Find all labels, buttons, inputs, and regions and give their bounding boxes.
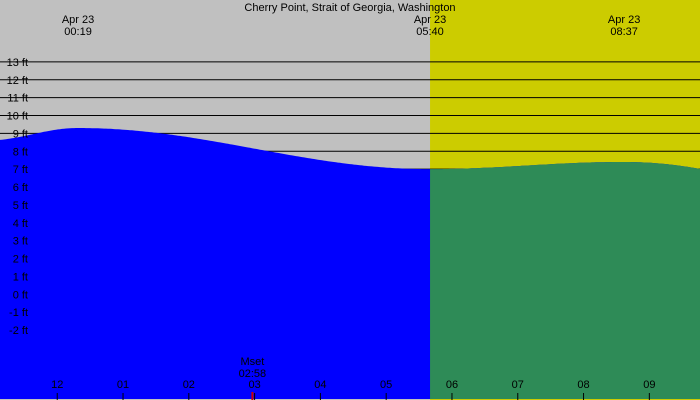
y-tick-label: 9 ft — [13, 128, 28, 140]
y-tick-label: 2 ft — [13, 254, 28, 266]
x-axis-labels: 1112010203040506070809101112010203040506… — [51, 379, 655, 400]
y-tick-label: 5 ft — [13, 200, 28, 212]
x-tick-label: 05 — [380, 379, 392, 391]
tide-area-day — [430, 162, 700, 399]
x-tick-label: 02 — [183, 379, 195, 391]
y-tick-label: -1 ft — [9, 307, 28, 319]
y-tick-label: 12 ft — [7, 75, 28, 87]
y-tick-label: 4 ft — [13, 218, 28, 230]
chart-title: Cherry Point, Strait of Georgia, Washing… — [244, 2, 455, 14]
y-axis-labels: 13 ft 12 ft 11 ft 10 ft 9 ft 8 ft 7 ft 6 ft 5 ft… — [7, 57, 28, 337]
x-tick-label: 12 — [51, 379, 63, 391]
y-tick-label: 3 ft — [13, 236, 28, 248]
y-tick-label: 6 ft — [13, 182, 28, 194]
y-tick-label: -2 ft — [9, 325, 28, 337]
moon-event-time: 02:58 — [239, 368, 267, 380]
event-date: Apr 23 — [414, 14, 446, 26]
y-tick-label: 1 ft — [13, 271, 28, 283]
x-tick-label: 06 — [446, 379, 458, 391]
x-tick-label: 04 — [314, 379, 326, 391]
event-date: Apr 23 — [62, 14, 94, 26]
y-tick-label: 13 ft — [7, 57, 28, 69]
event-date: Apr 23 — [608, 14, 640, 26]
x-tick-label: 08 — [577, 379, 589, 391]
y-tick-label: 11 ft — [7, 93, 28, 105]
x-tick-label: 09 — [643, 379, 655, 391]
x-tick-label: 07 — [512, 379, 524, 391]
event-time: 08:37 — [610, 26, 638, 38]
y-tick-label: 7 ft — [13, 164, 28, 176]
event-time: 05:40 — [416, 26, 444, 38]
y-tick-label: 0 ft — [13, 289, 28, 301]
y-tick-label: 8 ft — [13, 146, 28, 158]
x-tick-label: 03 — [248, 379, 260, 391]
y-tick-label: 10 ft — [7, 111, 28, 123]
x-tick-label: 01 — [117, 379, 129, 391]
moon-event-label: Mset — [240, 356, 264, 368]
event-time: 00:19 — [64, 26, 92, 38]
